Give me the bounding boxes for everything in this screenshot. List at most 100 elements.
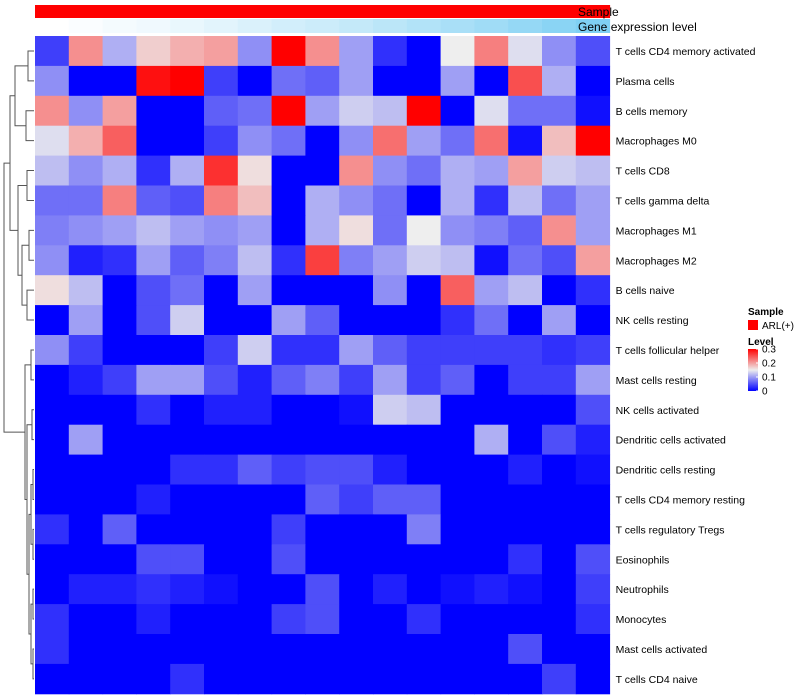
heatmap-cell xyxy=(35,663,70,695)
heatmap-cell xyxy=(440,65,475,97)
legend-tick-label: 0.2 xyxy=(762,359,776,370)
heatmap-cell xyxy=(508,185,543,216)
heatmap-cell xyxy=(68,305,104,336)
heatmap-cell xyxy=(440,514,475,545)
heatmap-cell xyxy=(339,155,374,186)
heatmap-cell xyxy=(474,514,509,545)
heatmap-cell xyxy=(102,245,137,276)
heatmap-cell xyxy=(237,245,273,276)
heatmap-cell xyxy=(373,604,408,635)
heatmap-cell xyxy=(35,185,70,216)
heatmap-cell xyxy=(305,125,340,157)
row-label: Macrophages M1 xyxy=(616,225,697,237)
heatmap-cell xyxy=(406,125,442,157)
heatmap-cell xyxy=(271,305,306,336)
heatmap-cell xyxy=(102,424,137,456)
heatmap-cell xyxy=(440,155,475,186)
heatmap-cell xyxy=(136,604,171,635)
heatmap-cell xyxy=(474,95,509,127)
heatmap-cell xyxy=(508,36,543,67)
heatmap-cell xyxy=(102,335,137,366)
heatmap-cell xyxy=(508,454,543,485)
sample-annotation-cell xyxy=(474,5,509,18)
heatmap-cell xyxy=(474,634,509,665)
heatmap-cells xyxy=(35,36,611,695)
heatmap-cell xyxy=(305,604,340,635)
heatmap-cell xyxy=(575,275,611,306)
heatmap-cell xyxy=(474,335,509,366)
heatmap-cell xyxy=(305,484,340,515)
heatmap-cell xyxy=(575,335,611,366)
heatmap-cell xyxy=(508,514,543,545)
heatmap-cell xyxy=(237,544,273,575)
heatmap-cell xyxy=(373,95,408,127)
heatmap-cell xyxy=(170,245,205,276)
dendrogram-branch xyxy=(30,349,34,381)
heatmap-cell xyxy=(305,245,340,276)
legend-tick-label: 0.1 xyxy=(762,373,776,384)
heatmap-cell xyxy=(305,65,340,97)
heatmap-cell xyxy=(474,454,509,485)
heatmap-cell xyxy=(35,634,70,665)
heatmap-cell xyxy=(102,394,137,426)
heatmap-cell xyxy=(271,95,306,127)
expression-annotation-cell xyxy=(373,19,408,33)
heatmap-cell xyxy=(440,424,475,456)
heatmap-cell xyxy=(575,574,611,605)
heatmap-cell xyxy=(406,484,442,515)
heatmap-cell xyxy=(339,424,374,456)
heatmap-cell xyxy=(474,155,509,186)
heatmap-cell xyxy=(204,484,239,515)
heatmap-cell xyxy=(237,335,273,366)
heatmap-cell xyxy=(102,95,137,127)
heatmap-cell xyxy=(305,454,340,485)
expression-annotation-cell xyxy=(237,19,273,33)
heatmap-cell xyxy=(339,335,374,366)
heatmap-cell xyxy=(440,574,475,605)
heatmap-cell xyxy=(542,335,577,366)
heatmap-cell xyxy=(474,245,509,276)
heatmap-cell xyxy=(271,335,306,366)
heatmap-cell xyxy=(35,424,70,456)
heatmap-cell xyxy=(474,604,509,635)
heatmap-cell xyxy=(35,574,70,605)
heatmap-cell xyxy=(136,574,171,605)
heatmap-cell xyxy=(542,604,577,635)
row-label: Macrophages M2 xyxy=(616,255,697,267)
expression-annotation-cell xyxy=(508,19,543,33)
heatmap-cell xyxy=(305,36,340,67)
heatmap-cell xyxy=(68,394,104,426)
heatmap-cell xyxy=(204,663,239,695)
heatmap-cell xyxy=(440,335,475,366)
sample-annotation-cell xyxy=(373,5,408,18)
heatmap-cell xyxy=(271,275,306,306)
dendrogram-branch xyxy=(26,170,34,201)
expression-annotation-cell xyxy=(339,19,374,33)
sample-annotation-cell xyxy=(542,5,577,18)
heatmap-cell xyxy=(542,454,577,485)
heatmap-cell xyxy=(136,424,171,456)
heatmap-cell xyxy=(170,394,205,426)
heatmap-cell xyxy=(102,514,137,545)
heatmap-cell xyxy=(440,364,475,396)
heatmap-cell xyxy=(575,65,611,97)
heatmap-cell xyxy=(35,65,70,97)
heatmap-cell xyxy=(440,484,475,515)
heatmap-cell xyxy=(305,185,340,216)
heatmap-cell xyxy=(542,125,577,157)
heatmap-cell xyxy=(136,305,171,336)
expression-annotation-bar xyxy=(35,19,611,33)
heatmap-cell xyxy=(170,275,205,306)
row-label: NK cells resting xyxy=(616,315,689,327)
heatmap-cell xyxy=(508,215,543,246)
heatmap-cell xyxy=(102,65,137,97)
heatmap-cell xyxy=(68,364,104,396)
heatmap-cell xyxy=(204,125,239,157)
sample-annotation-cell xyxy=(35,5,70,18)
heatmap-cell xyxy=(102,634,137,665)
heatmap-cell xyxy=(305,305,340,336)
heatmap-cell xyxy=(440,454,475,485)
heatmap-cell xyxy=(305,364,340,396)
heatmap-cell xyxy=(35,125,70,157)
heatmap-cell xyxy=(575,215,611,246)
